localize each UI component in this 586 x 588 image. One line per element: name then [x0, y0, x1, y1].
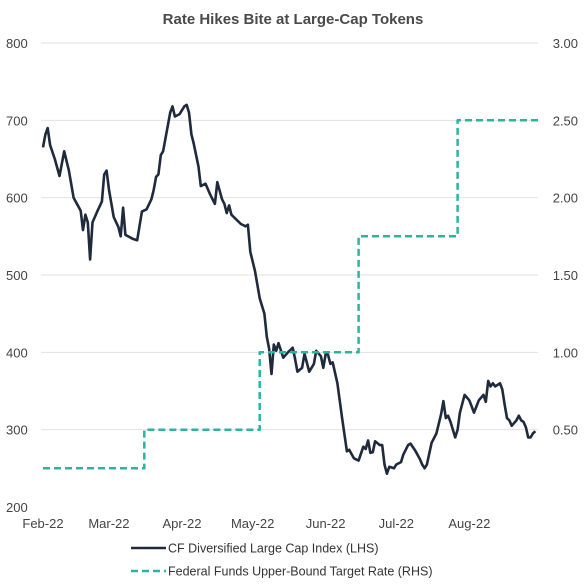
x-axis: Feb-22 Mar-22 Apr-22 May-22 Jun-22 Jul-22 Aug-…: [22, 516, 490, 531]
left-tick-label: 300: [6, 423, 28, 438]
right-tick-label: 3.00: [553, 36, 578, 51]
right-y-axis: 3.00 2.50 2.00 1.50 1.00 0.50: [553, 36, 578, 438]
series-layer: [41, 103, 540, 476]
chart-title: Rate Hikes Bite at Large-Cap Tokens: [163, 11, 424, 28]
x-tick-label: Aug-22: [448, 516, 490, 531]
left-tick-label: 700: [6, 113, 28, 128]
left-tick-label: 600: [6, 191, 28, 206]
x-tick-label: Apr-22: [162, 516, 201, 531]
right-tick-label: 2.00: [553, 191, 578, 206]
x-tick-label: Feb-22: [22, 516, 63, 531]
left-tick-label: 500: [6, 268, 28, 283]
x-tick-label: Jul-22: [379, 516, 414, 531]
left-y-axis: 200 300 400 500 600 700 800: [6, 36, 28, 515]
x-tick-label: Jun-22: [306, 516, 346, 531]
right-tick-label: 1.50: [553, 268, 578, 283]
legend-label: CF Diversified Large Cap Index (LHS): [168, 542, 379, 556]
left-tick-label: 400: [6, 345, 28, 360]
legend: CF Diversified Large Cap Index (LHS) Fede…: [131, 542, 432, 579]
x-tick-label: May-22: [231, 516, 274, 531]
fed-funds-rate-line: [43, 119, 540, 470]
left-tick-label: 800: [6, 36, 28, 51]
right-tick-label: 1.00: [553, 345, 578, 360]
gridlines: [41, 42, 538, 431]
legend-label: Federal Funds Upper-Bound Target Rate (R…: [168, 565, 432, 579]
right-tick-label: 2.50: [553, 113, 578, 128]
x-tick-label: Mar-22: [88, 516, 129, 531]
large-cap-index-line: [41, 103, 537, 476]
right-tick-label: 0.50: [553, 423, 578, 438]
left-tick-label: 200: [6, 500, 28, 515]
